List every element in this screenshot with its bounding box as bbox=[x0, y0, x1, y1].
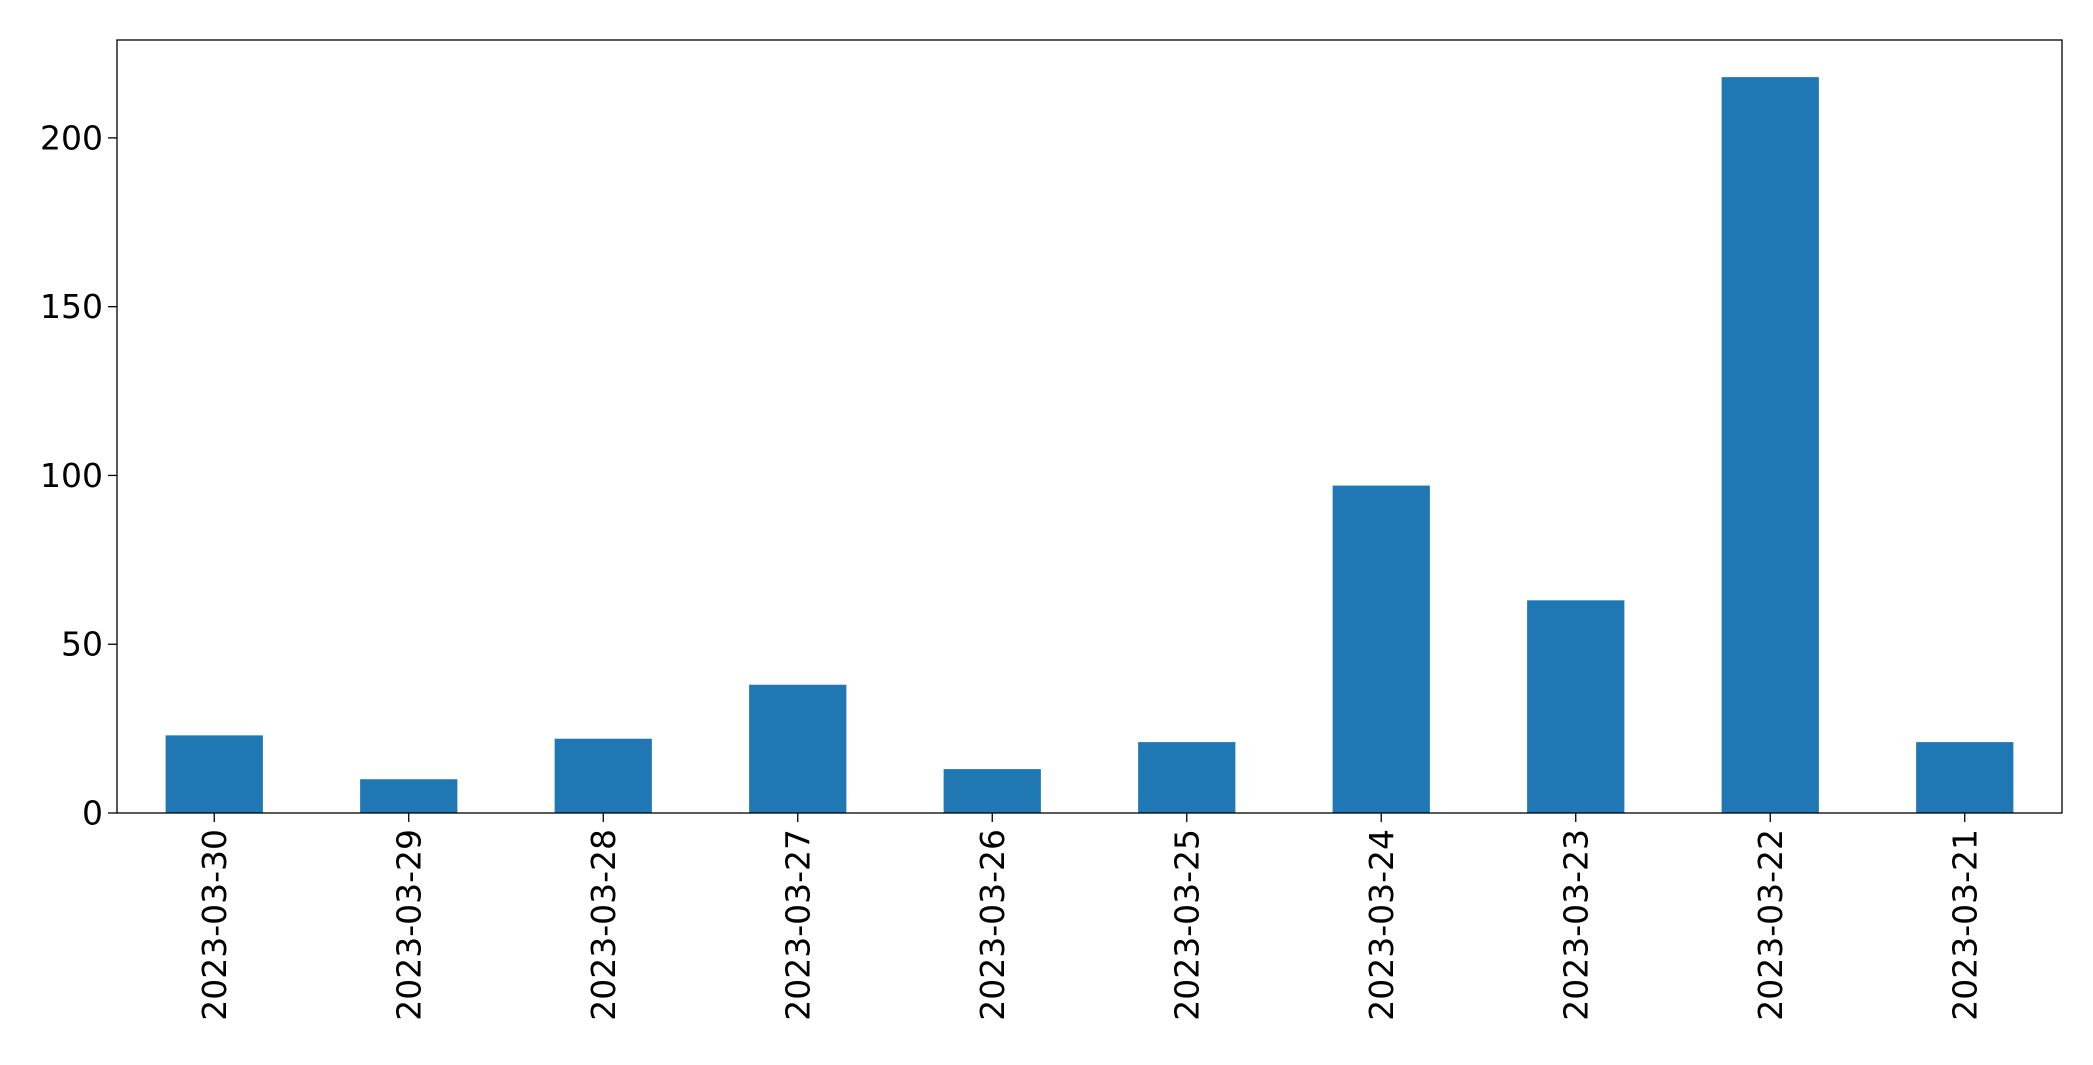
x-tick-label: 2023-03-28 bbox=[584, 829, 623, 1021]
x-tick-label: 2023-03-30 bbox=[195, 829, 234, 1021]
x-tick-label: 2023-03-21 bbox=[1945, 829, 1984, 1021]
x-tick-label: 2023-03-22 bbox=[1751, 829, 1790, 1021]
bar-2023-03-23 bbox=[1527, 600, 1625, 813]
y-tick-label: 200 bbox=[40, 118, 103, 157]
x-tick-label: 2023-03-26 bbox=[973, 829, 1012, 1021]
y-tick-label: 0 bbox=[82, 794, 103, 833]
y-tick-label: 150 bbox=[40, 287, 103, 326]
bar-2023-03-29 bbox=[360, 779, 458, 813]
x-tick-label: 2023-03-29 bbox=[389, 829, 428, 1021]
x-axis: 2023-03-30 2023-03-29 2023-03-28 2023-03-27… bbox=[195, 813, 1984, 1021]
bar-2023-03-30 bbox=[165, 735, 263, 813]
y-axis: 0 50 100 150 200 bbox=[40, 118, 117, 833]
bar-2023-03-28 bbox=[554, 738, 652, 813]
x-tick-label: 2023-03-25 bbox=[1167, 829, 1206, 1021]
bar-2023-03-21 bbox=[1916, 742, 2014, 813]
bar-2023-03-26 bbox=[943, 769, 1041, 813]
y-tick-label: 50 bbox=[61, 625, 103, 664]
x-tick-label: 2023-03-27 bbox=[778, 829, 817, 1021]
x-tick-label: 2023-03-24 bbox=[1362, 829, 1401, 1021]
plot-frame bbox=[116, 39, 2063, 814]
bar-2023-03-24 bbox=[1332, 485, 1430, 813]
x-tick-label: 2023-03-23 bbox=[1556, 829, 1595, 1021]
bars-layer bbox=[165, 77, 2014, 814]
bar-2023-03-22 bbox=[1721, 77, 1819, 814]
bar-2023-03-25 bbox=[1138, 742, 1236, 813]
bar-2023-03-27 bbox=[749, 684, 847, 813]
y-tick-label: 100 bbox=[40, 456, 103, 495]
